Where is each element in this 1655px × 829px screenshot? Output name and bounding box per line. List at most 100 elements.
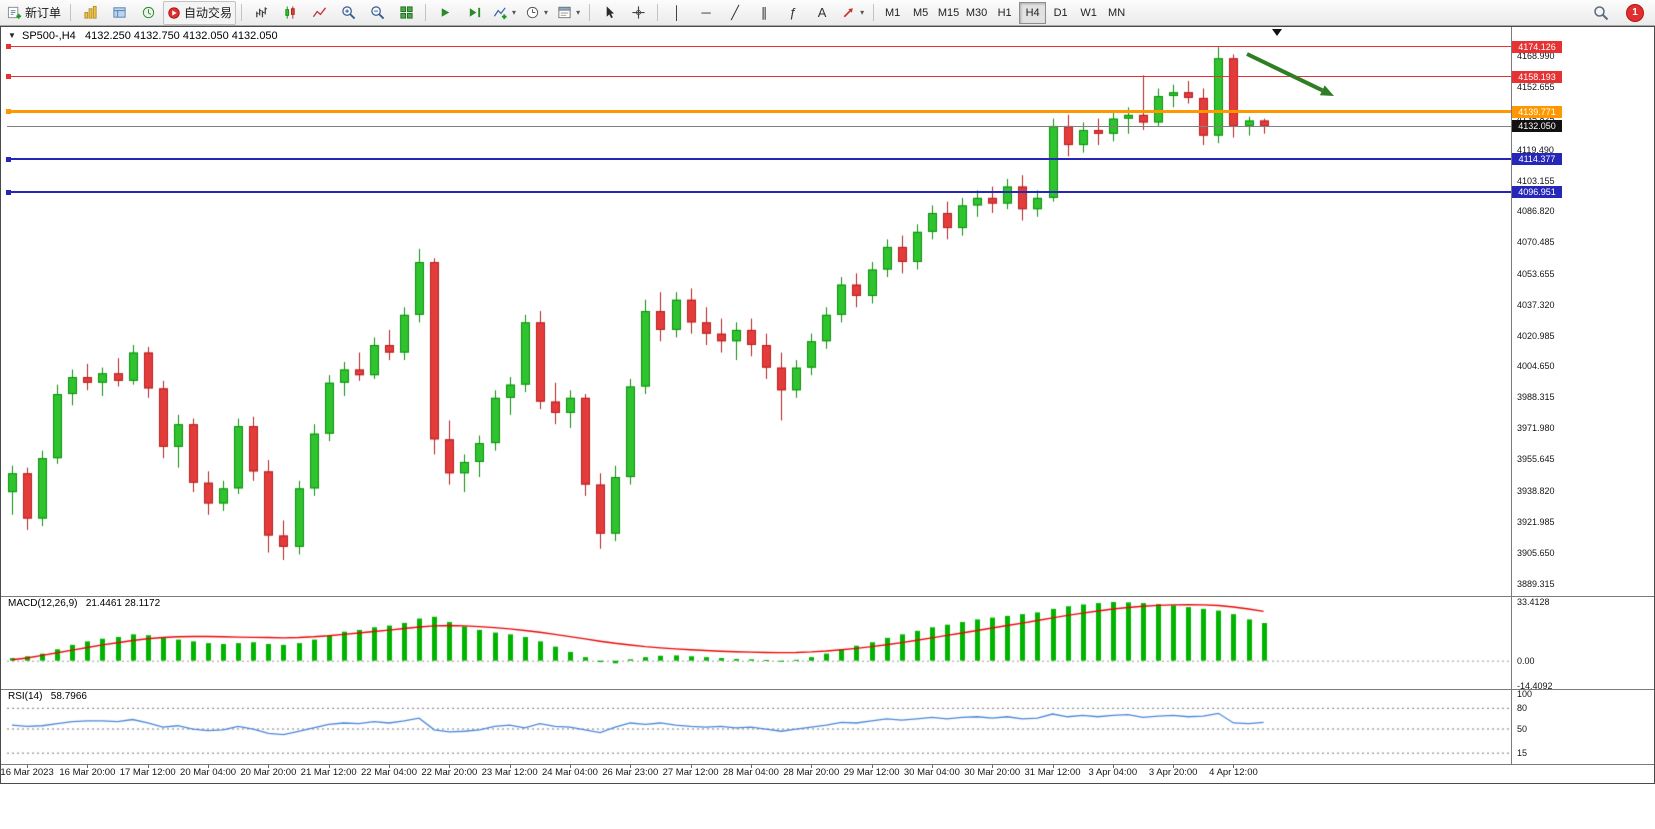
- arrows-tool-button[interactable]: ▾: [837, 1, 868, 25]
- time-axis-label: 26 Mar 23:00: [602, 767, 659, 778]
- candlestick-chart-button[interactable]: [276, 1, 304, 25]
- new-order-button[interactable]: 新订单: [3, 1, 65, 25]
- time-axis-label: 28 Mar 04:00: [722, 767, 779, 778]
- new-chart-button[interactable]: [76, 1, 104, 25]
- horizontal-line-tool-button[interactable]: ─: [692, 1, 720, 25]
- timeframe-w1-button[interactable]: W1: [1080, 6, 1097, 19]
- macd-axis-label: 0.00: [1517, 655, 1535, 666]
- rsi-name: RSI(14): [8, 691, 43, 702]
- channel-icon: ∥: [760, 5, 768, 20]
- price-axis-label: 4086.820: [1517, 206, 1555, 217]
- time-axis-tick: [750, 764, 752, 768]
- templates-button[interactable]: ▾: [553, 1, 584, 25]
- zoom-in-icon: [341, 6, 355, 20]
- hline-handle[interactable]: [6, 109, 11, 115]
- time-axis-label: 3 Apr 04:00: [1088, 767, 1138, 778]
- tile-windows-button[interactable]: [392, 1, 420, 25]
- timeframe-d1-button[interactable]: D1: [1053, 6, 1068, 19]
- horizontal-level-line[interactable]: [7, 191, 1511, 194]
- price-level-badge: 4174.126: [1512, 40, 1562, 53]
- time-axis-tick: [630, 764, 632, 768]
- line-chart-icon: [312, 7, 326, 18]
- collapse-icon[interactable]: ▼: [8, 31, 16, 40]
- fibonacci-tool-button[interactable]: ƒ: [779, 1, 807, 25]
- timeframe-m15-button[interactable]: M15: [937, 6, 960, 19]
- search-button[interactable]: [1587, 1, 1615, 25]
- price-axis-label: 3955.645: [1517, 453, 1555, 464]
- time-axis-label: 28 Mar 20:00: [783, 767, 840, 778]
- horizontal-level-line[interactable]: [7, 76, 1511, 78]
- price-level-badge: 4114.377: [1512, 153, 1562, 166]
- indicators-button[interactable]: ▾: [489, 1, 520, 25]
- timeframe-h1-button[interactable]: H1: [997, 6, 1012, 19]
- price-axis-label: 4004.650: [1517, 361, 1555, 372]
- dropdown-icon: ▾: [860, 8, 865, 17]
- price-axis-label: 4135.825: [1517, 113, 1555, 124]
- zoom-out-button[interactable]: [363, 1, 391, 25]
- bar-chart-button[interactable]: [247, 1, 275, 25]
- dropdown-icon: ▾: [576, 8, 581, 17]
- chart-shift-icon: [469, 7, 480, 18]
- profiles-icon: [112, 7, 126, 18]
- hline-handle[interactable]: [6, 44, 11, 50]
- rsi-axis-label: 100: [1517, 689, 1533, 699]
- toolbar-separator: [873, 4, 875, 21]
- profiles-button[interactable]: [105, 1, 133, 25]
- rsi-panel-separator[interactable]: [1, 689, 1654, 690]
- hline-handle[interactable]: [6, 156, 11, 162]
- timeframe-m5-button[interactable]: M5: [912, 6, 929, 19]
- crosshair-button[interactable]: [624, 1, 652, 25]
- text-tool-button[interactable]: A: [808, 1, 836, 25]
- timeframe-m1-button[interactable]: M1: [884, 6, 901, 19]
- time-axis-tick: [1233, 764, 1235, 768]
- price-axis-label: 3988.315: [1517, 392, 1555, 403]
- time-axis-label: 30 Mar 20:00: [964, 767, 1021, 778]
- hline-handle[interactable]: [6, 189, 11, 195]
- bid-price-line: [7, 126, 1511, 128]
- templates-icon: [558, 6, 571, 19]
- time-axis-label: 30 Mar 04:00: [903, 767, 960, 778]
- time-axis-label: 20 Mar 20:00: [240, 767, 297, 778]
- channel-tool-button[interactable]: ∥: [750, 1, 778, 25]
- timeframe-mn-button[interactable]: MN: [1108, 6, 1126, 19]
- rsi-axis-label: 50: [1517, 723, 1528, 734]
- time-axis-tick: [931, 764, 933, 768]
- toolbar-separator: [657, 4, 659, 21]
- time-axis-label: 20 Mar 04:00: [180, 767, 237, 778]
- price-axis-divider[interactable]: [1511, 27, 1512, 764]
- price-axis-label: 3971.980: [1517, 423, 1555, 434]
- timeframe-h4-button[interactable]: H4: [1019, 1, 1047, 24]
- trendline-tool-button[interactable]: ╱: [721, 1, 749, 25]
- horizontal-level-line[interactable]: [7, 158, 1511, 161]
- horizontal-level-line[interactable]: [7, 110, 1511, 114]
- time-axis-tick: [208, 764, 210, 768]
- dropdown-icon: ▾: [544, 8, 549, 17]
- hline-handle[interactable]: [6, 74, 11, 80]
- auto-scroll-button[interactable]: [431, 1, 459, 25]
- vertical-line-tool-button[interactable]: │: [663, 1, 691, 25]
- autotrading-button[interactable]: 自动交易: [163, 0, 237, 25]
- line-chart-button[interactable]: [305, 1, 333, 25]
- timeframe-m30-button[interactable]: M30: [965, 6, 988, 19]
- time-axis-label: 22 Mar 20:00: [421, 767, 478, 778]
- toolbar: 新订单 自动交易: [0, 0, 1655, 26]
- macd-axis-label: 33.4128: [1517, 597, 1550, 607]
- periods-button[interactable]: ▾: [521, 1, 552, 25]
- horizontal-level-line[interactable]: [7, 46, 1511, 48]
- chart-shift-marker-icon[interactable]: [1272, 29, 1282, 36]
- zoom-in-button[interactable]: [334, 1, 362, 25]
- price-axis-label: 4053.655: [1517, 268, 1555, 279]
- macd-panel-separator[interactable]: [1, 596, 1654, 597]
- price-axis-label: 3905.650: [1517, 548, 1555, 559]
- cursor-button[interactable]: [595, 1, 623, 25]
- macd-values: 21.4461 28.1172: [85, 598, 161, 609]
- macd-name: MACD(12,26,9): [8, 598, 78, 609]
- notification-badge[interactable]: 1: [1626, 3, 1644, 22]
- data-window-button[interactable]: [134, 1, 162, 25]
- time-axis-label: 23 Mar 12:00: [481, 767, 538, 778]
- macd-indicator-label: MACD(12,26,9) 21.4461 28.1172: [8, 598, 160, 609]
- chart-shift-button[interactable]: [460, 1, 488, 25]
- time-axis-tick: [569, 764, 571, 768]
